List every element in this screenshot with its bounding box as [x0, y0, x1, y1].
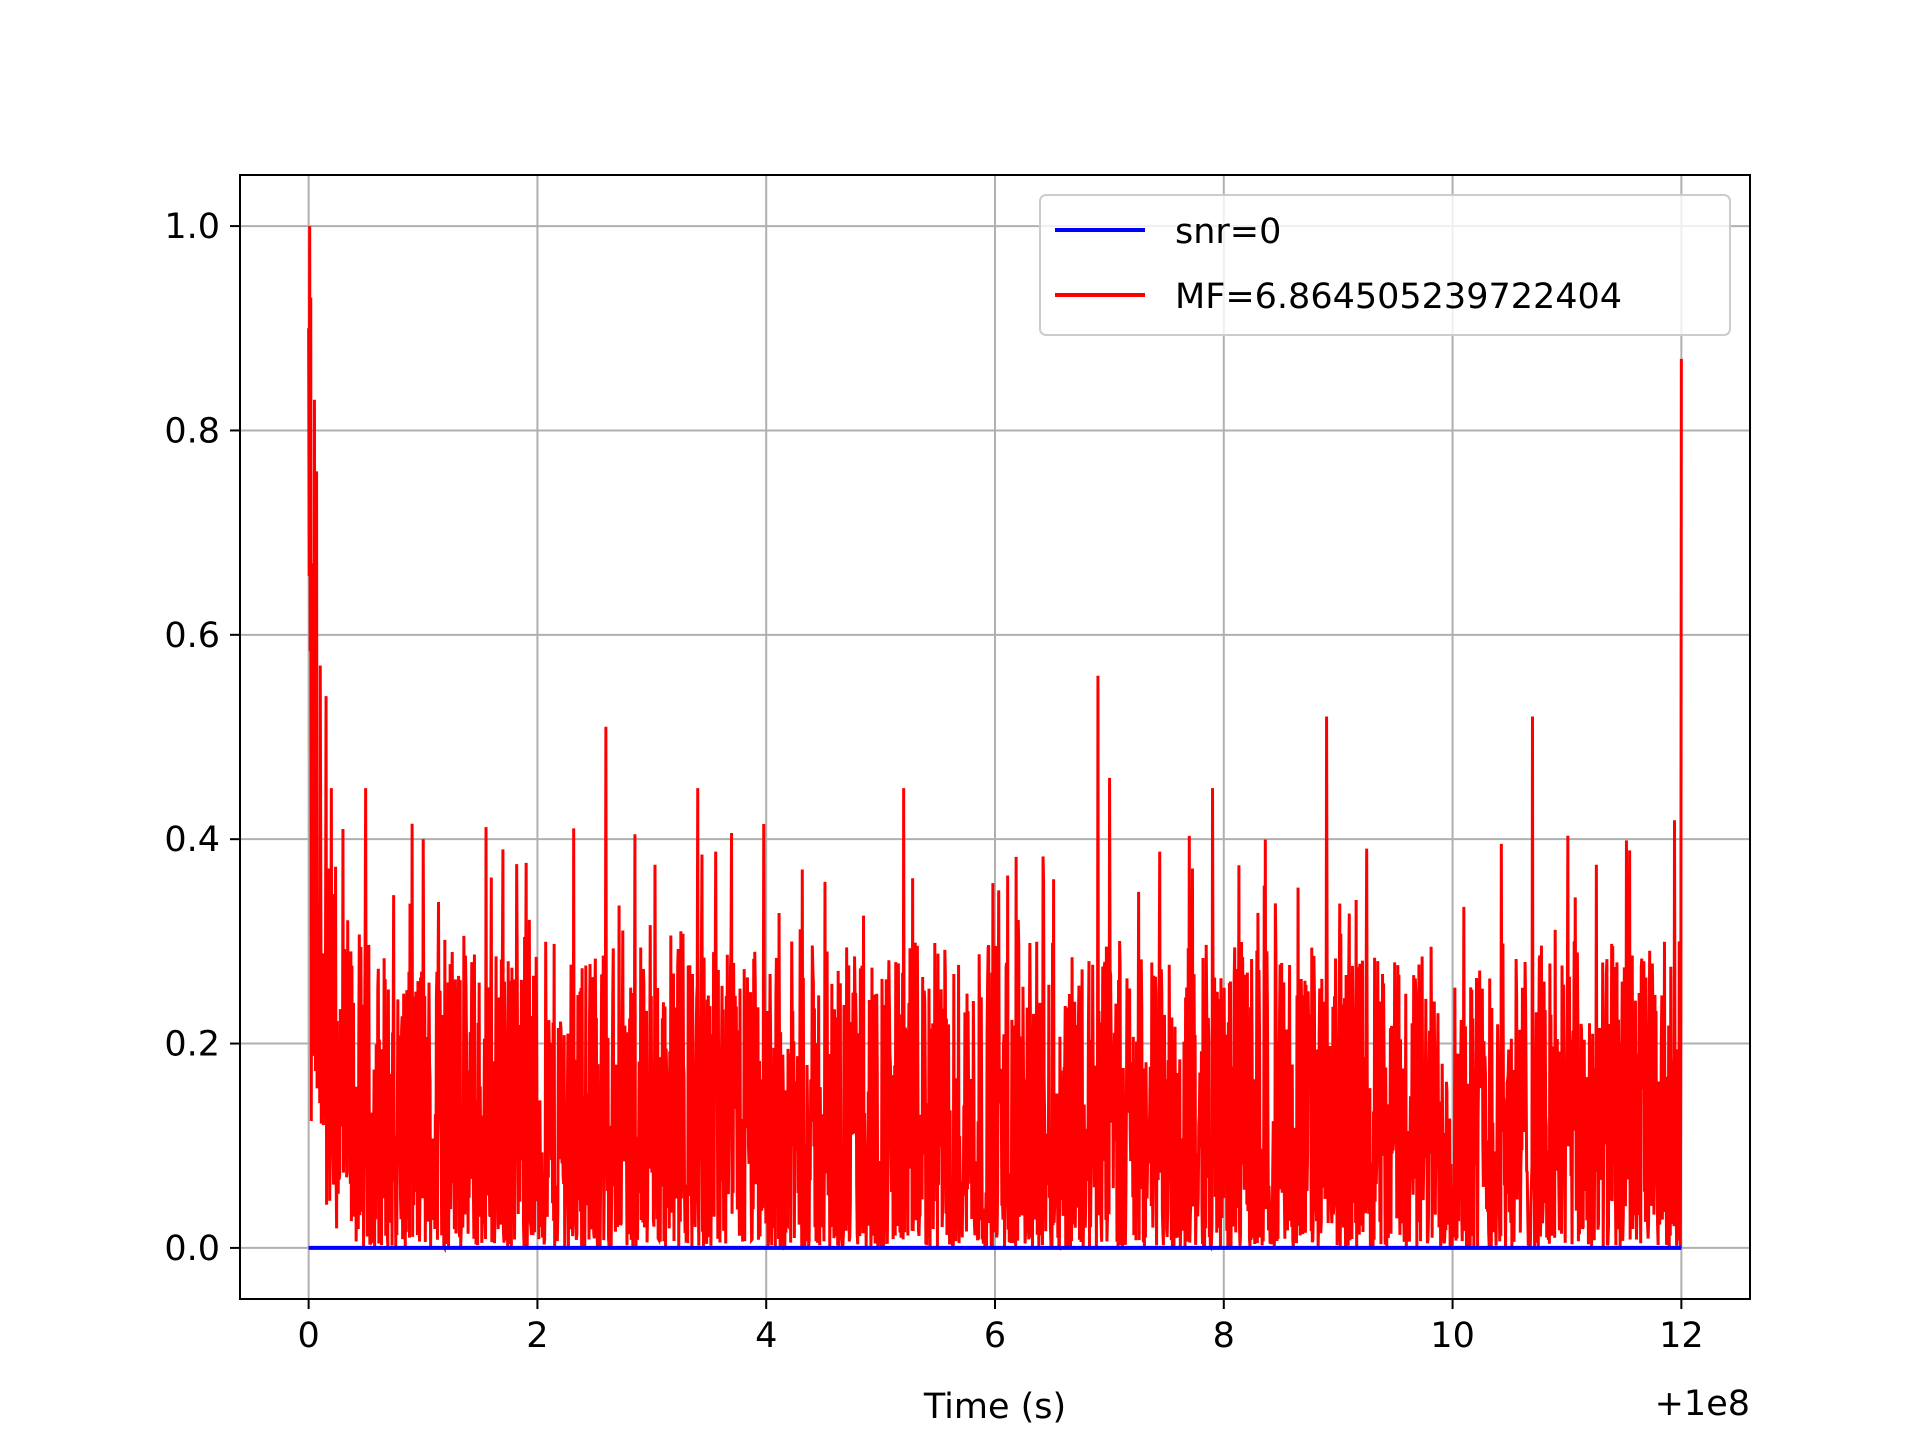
x-tick-label: 0: [297, 1316, 319, 1356]
legend-label-mf: MF=6.864505239722404: [1175, 277, 1622, 317]
legend-label-snr: snr=0: [1175, 212, 1281, 252]
x-tick-label: 8: [1213, 1316, 1235, 1356]
series-layer: [307, 226, 1683, 1254]
x-tick-label: 4: [755, 1316, 777, 1356]
x-tick-label: 6: [984, 1316, 1006, 1356]
y-ticks: 0.0 0.2 0.4 0.6 0.8 1.0: [164, 207, 240, 1269]
legend: snr=0 MF=6.864505239722404: [1039, 194, 1731, 336]
x-tick-label: 12: [1659, 1316, 1704, 1356]
y-tick-label: 0.8: [164, 411, 220, 451]
x-tick-label: 10: [1430, 1316, 1475, 1356]
y-tick-label: 1.0: [164, 207, 220, 247]
y-tick-label: 0.4: [164, 820, 220, 860]
x-axis-label: Time (s): [923, 1387, 1066, 1427]
x-ticks: 0 2 4 6 8 10 12: [297, 1299, 1704, 1356]
y-tick-label: 0.2: [164, 1025, 220, 1065]
x-tick-label: 2: [526, 1316, 548, 1356]
y-tick-label: 0.6: [164, 616, 220, 656]
legend-box: [1039, 194, 1731, 336]
series-line-mf: [307, 226, 1683, 1254]
y-tick-label: 0.0: [164, 1229, 220, 1269]
x-offset-label: +1e8: [1655, 1384, 1750, 1424]
